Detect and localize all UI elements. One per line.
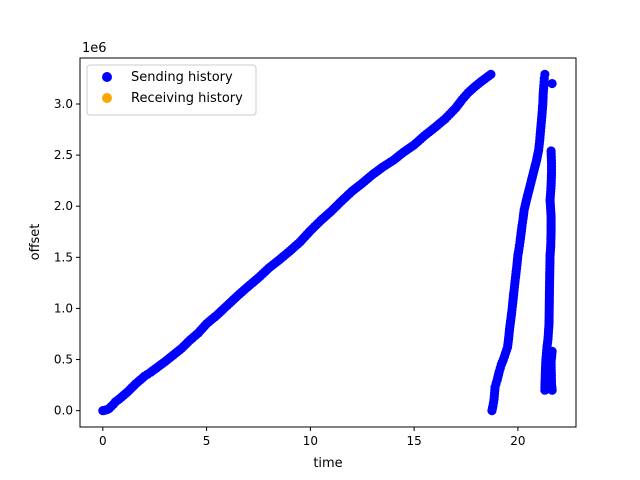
y-tick-label: 0.5 bbox=[54, 353, 73, 367]
y-tick-label: 2.0 bbox=[54, 199, 73, 213]
x-axis-ticks: 0 5 10 15 20 bbox=[99, 427, 526, 448]
data-point bbox=[540, 69, 550, 79]
data-point bbox=[486, 69, 496, 79]
y-tick-label: 0.0 bbox=[54, 404, 73, 418]
data-point bbox=[546, 146, 556, 156]
y-tick-label: 2.5 bbox=[54, 148, 73, 162]
legend-label-receiving: Receiving history bbox=[131, 91, 243, 106]
x-tick-label: 5 bbox=[203, 434, 211, 448]
legend-marker-sending bbox=[102, 72, 112, 82]
data-point bbox=[543, 349, 553, 360]
plot-frame bbox=[79, 57, 577, 428]
x-tick-label: 10 bbox=[303, 434, 318, 448]
x-tick-label: 0 bbox=[99, 434, 107, 448]
legend-label-sending: Sending history bbox=[131, 70, 233, 85]
legend-marker-receiving bbox=[102, 93, 112, 103]
y-tick-label: 1.5 bbox=[54, 250, 73, 264]
y-axis-label: offset bbox=[28, 224, 43, 261]
y-tick-label: 1.0 bbox=[54, 301, 73, 315]
x-axis-label: time bbox=[313, 456, 342, 471]
data-points bbox=[98, 69, 557, 416]
legend: Sending history Receiving history bbox=[86, 64, 257, 116]
legend-box bbox=[86, 64, 257, 116]
data-point bbox=[547, 78, 557, 89]
x-tick-label: 20 bbox=[510, 434, 525, 448]
y-offset-label: 1e6 bbox=[82, 41, 107, 56]
x-tick-label: 15 bbox=[406, 434, 421, 448]
y-tick-label: 3.0 bbox=[54, 97, 73, 111]
y-axis-ticks: 0.0 0.5 1.0 1.5 2.0 2.5 3.0 bbox=[54, 97, 80, 418]
